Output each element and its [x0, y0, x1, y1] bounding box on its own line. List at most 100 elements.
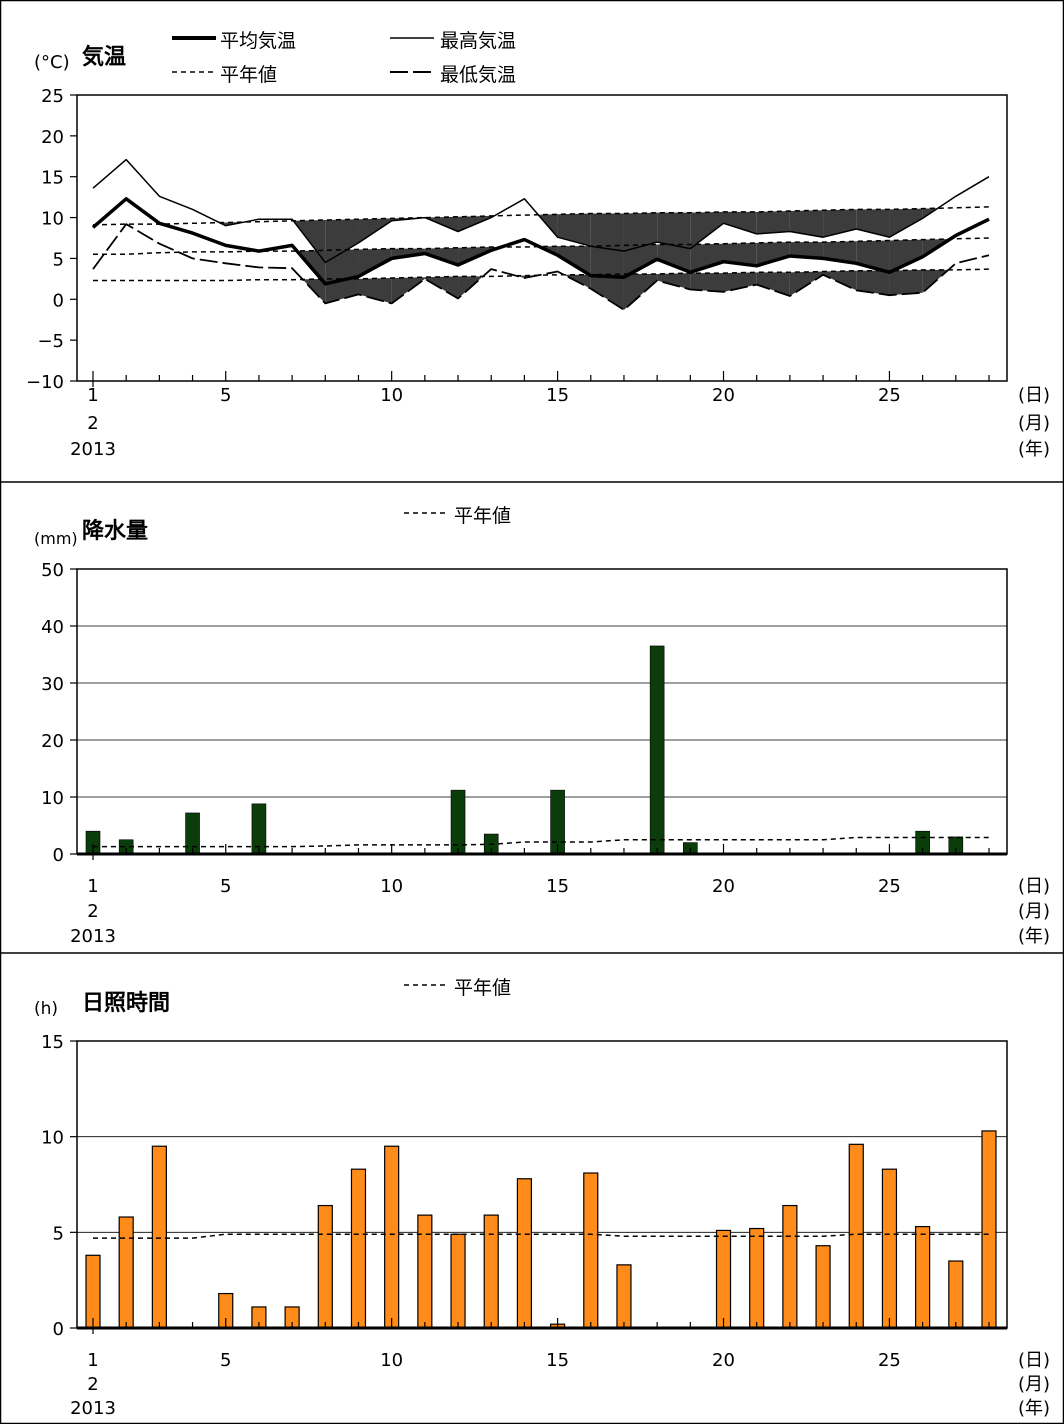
below-normal-shade — [889, 239, 923, 273]
x-axis-unit-label: (日) — [1018, 876, 1050, 897]
sunshine-normal-line — [93, 1233, 989, 1239]
below-normal-shade — [856, 209, 890, 238]
precipitation-legend-label: 平年値 — [454, 505, 511, 527]
temperature-legend: 平均気温 最高気温 平年値 最低気温 — [172, 30, 516, 86]
temperature-panel: (°C) 気温 平均気温 最高気温 平年値 最低気温 2520151050−5−… — [26, 30, 1050, 460]
x-tick-label: 25 — [878, 1350, 901, 1371]
y-tick-label: 30 — [41, 674, 64, 695]
below-normal-shade — [889, 208, 923, 238]
sunshine-bar — [483, 1214, 499, 1329]
below-normal-shade — [657, 244, 691, 273]
precipitation-bar — [649, 645, 665, 855]
x-month-label: 2 — [87, 1374, 98, 1395]
precipitation-bar — [185, 812, 200, 855]
y-tick-label: 25 — [41, 86, 64, 107]
y-tick-label: 15 — [41, 1032, 64, 1053]
below-normal-shade — [657, 212, 691, 249]
below-normal-shade — [856, 270, 890, 296]
x-axis-unit-label: (月) — [1018, 901, 1050, 922]
sunshine-bar — [417, 1214, 433, 1329]
below-normal-shade — [557, 246, 591, 276]
below-normal-shade — [358, 278, 392, 304]
min-temp-line — [92, 223, 990, 311]
sunshine-bar — [118, 1216, 134, 1329]
sunshine-bar — [948, 1260, 964, 1329]
y-tick-label: 10 — [41, 788, 64, 809]
sunshine-bar — [848, 1143, 864, 1329]
below-normal-shade — [823, 241, 857, 264]
precipitation-unit: (mm) — [34, 529, 78, 548]
y-tick-label: 40 — [41, 617, 64, 638]
x-tick-label: 10 — [380, 1350, 403, 1371]
sunshine-bar — [616, 1264, 632, 1329]
x-tick-label: 20 — [712, 1350, 735, 1371]
x-axis-unit-label: (年) — [1018, 1398, 1050, 1419]
sunshine-bar — [881, 1168, 898, 1329]
legend-label-normal: 平年値 — [220, 64, 277, 86]
sunshine-bar — [317, 1204, 333, 1329]
x-tick-label: 20 — [712, 876, 735, 897]
x-year-label: 2013 — [70, 1398, 116, 1419]
legend-label-max: 最高気温 — [440, 30, 516, 52]
x-tick-label: 5 — [220, 385, 231, 406]
below-normal-shade — [623, 212, 658, 252]
sunshine-bar — [516, 1178, 533, 1329]
x-axis-unit-label: (日) — [1018, 1350, 1050, 1371]
below-normal-shade — [756, 242, 790, 266]
x-year-label: 2013 — [70, 926, 116, 947]
x-year-label: 2013 — [70, 439, 116, 460]
below-normal-shade — [823, 270, 857, 291]
x-tick-label: 15 — [546, 876, 569, 897]
sunshine-bar — [450, 1233, 466, 1329]
y-tick-label: 10 — [41, 209, 64, 230]
sunshine-bar — [350, 1168, 367, 1329]
x-tick-label: 25 — [878, 876, 901, 897]
y-tick-label: 20 — [41, 127, 64, 148]
below-normal-shade — [325, 278, 359, 304]
x-tick-label: 15 — [546, 385, 569, 406]
x-tick-label: 1 — [87, 1350, 98, 1371]
temperature-unit: (°C) — [34, 52, 70, 73]
sunshine-normal-line — [93, 1233, 989, 1239]
below-normal-shade — [690, 273, 724, 292]
x-axis-unit-label: (日) — [1018, 385, 1050, 406]
below-normal-shade — [723, 242, 757, 266]
sunshine-bar — [583, 1172, 599, 1329]
x-tick-label: 10 — [380, 876, 403, 897]
legend-label-min: 最低気温 — [440, 64, 516, 86]
sunshine-bar — [85, 1254, 101, 1329]
precipitation-gridlines — [77, 625, 1007, 798]
sunshine-bar — [715, 1229, 732, 1329]
sunshine-title: 日照時間 — [82, 991, 170, 1016]
below-normal-shade — [756, 272, 790, 297]
below-normal-shade — [623, 273, 658, 310]
below-normal-shade — [590, 245, 624, 278]
x-axis-unit-label: (月) — [1018, 1374, 1050, 1395]
x-axis-unit-label: (年) — [1018, 439, 1050, 460]
sunshine-bar — [151, 1145, 167, 1329]
y-tick-label: −10 — [26, 372, 64, 393]
below-normal-shade — [325, 219, 359, 263]
below-normal-shade — [789, 242, 824, 259]
y-tick-label: 0 — [53, 290, 64, 311]
below-normal-shade — [723, 211, 757, 234]
x-tick-label: 10 — [380, 385, 403, 406]
below-normal-shade — [590, 273, 624, 310]
below-normal-shade — [690, 211, 724, 249]
below-normal-shade — [889, 269, 923, 296]
temperature-title: 気温 — [82, 44, 126, 70]
y-tick-label: 0 — [53, 1319, 64, 1340]
precipitation-title: 降水量 — [82, 519, 148, 544]
y-tick-label: 15 — [41, 168, 64, 189]
sunshine-bar — [915, 1225, 931, 1329]
below-normal-shade — [823, 209, 857, 238]
below-normal-shade — [623, 244, 658, 278]
x-axis-unit-label: (年) — [1018, 926, 1050, 947]
x-tick-label: 5 — [220, 1350, 231, 1371]
x-tick-label: 15 — [546, 1350, 569, 1371]
sunshine-bar — [782, 1204, 798, 1329]
sunshine-unit: (h) — [34, 999, 58, 1019]
sunshine-bar — [749, 1227, 765, 1329]
